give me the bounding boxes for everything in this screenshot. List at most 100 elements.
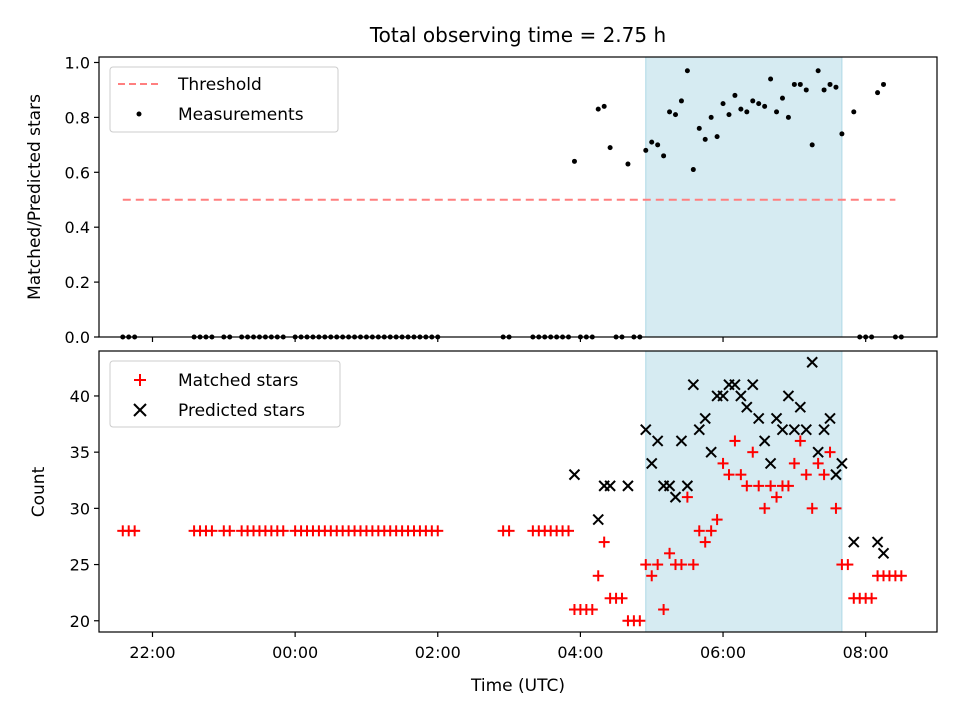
measurement-point <box>839 131 845 137</box>
measurement-point <box>827 81 833 87</box>
measurement-point <box>815 68 821 74</box>
matched-star-point <box>598 536 610 548</box>
matched-star-point <box>765 480 777 492</box>
measurement-point <box>768 76 774 82</box>
matched-star-point <box>693 525 705 537</box>
predicted-star-point <box>752 412 765 425</box>
y-tick-label: 0.2 <box>65 273 90 292</box>
measurement-point <box>661 153 667 159</box>
matched-star-point <box>681 491 693 503</box>
predicted-star-point <box>776 423 789 436</box>
measurement-point <box>756 101 762 107</box>
x-tick-label: 04:00 <box>557 643 603 662</box>
measurement-point <box>702 136 708 142</box>
matched-star-point <box>586 604 598 616</box>
highlight-span <box>645 56 843 338</box>
predicted-star-point <box>770 412 783 425</box>
predicted-star-point <box>806 356 818 368</box>
predicted-star-point <box>758 435 771 447</box>
legend-matched-swatch <box>134 374 146 386</box>
matched-star-point <box>634 615 646 627</box>
matched-star-point <box>705 525 717 537</box>
measurement-point <box>690 167 696 173</box>
matched-star-point <box>747 446 759 458</box>
predicted-star-point <box>669 491 682 503</box>
matched-star-point <box>842 559 854 571</box>
top-panel: 0.0 0.2 0.4 0.6 0.8 1.0 Matched/Predicted sta… <box>25 53 938 347</box>
predicted-star-point <box>687 379 700 391</box>
matched-star-point <box>771 491 783 503</box>
predicted-star-point <box>663 480 676 492</box>
matched-star-point <box>640 559 652 571</box>
predicted-star-point <box>764 457 777 470</box>
matched-star-point <box>723 469 735 481</box>
matched-star-point <box>895 570 907 582</box>
matched-star-point <box>675 559 687 571</box>
measurement-point <box>744 109 750 115</box>
predicted-star-point <box>592 513 604 526</box>
matched-star-point <box>788 457 800 469</box>
top-y-axis-label: Matched/Predicted stars <box>25 94 45 300</box>
predicted-star-point <box>812 446 824 458</box>
y-tick-label: 35 <box>70 443 90 462</box>
predicted-star-point <box>646 457 658 470</box>
matched-star-point <box>735 469 747 481</box>
y-tick-label: 20 <box>70 612 90 631</box>
chart-title: Total observing time = 2.75 h <box>369 23 666 47</box>
predicted-star-point <box>705 446 717 458</box>
matched-star-point <box>717 457 729 469</box>
predicted-star-point <box>717 390 729 402</box>
measurement-point <box>750 98 756 104</box>
bottom-y-axis-label: Count <box>29 466 49 517</box>
measurement-point <box>821 87 827 93</box>
predicted-star-point <box>622 480 634 492</box>
measurement-point <box>732 92 738 98</box>
measurement-point <box>809 142 815 148</box>
x-tick-label: 08:00 <box>843 643 889 662</box>
matched-star-point <box>658 604 670 616</box>
matched-star-point <box>824 446 836 458</box>
x-axis-label: Time (UTC) <box>470 676 565 696</box>
measurement-point <box>738 106 744 112</box>
y-tick-label: 0.6 <box>65 163 90 182</box>
measurement-point <box>607 145 613 151</box>
matched-star-point <box>503 525 515 537</box>
y-tick-label: 0.8 <box>65 108 90 127</box>
matched-star-point <box>206 525 218 537</box>
y-tick-label: 1.0 <box>65 53 90 72</box>
measurement-point <box>601 103 607 109</box>
predicted-star-point <box>877 547 890 560</box>
measurement-point <box>643 147 649 153</box>
legend-predicted-label: Predicted stars <box>178 401 305 421</box>
predicted-star-point <box>782 390 795 402</box>
measurement-point <box>649 139 655 145</box>
bottom-panel: 20 25 30 35 40 22:00 00:00 02:00 04:00 06:00 08:0… <box>29 350 938 696</box>
measurement-point <box>655 142 661 148</box>
y-tick-label: 30 <box>70 499 90 518</box>
top-legend-box <box>109 66 339 133</box>
predicted-star-point <box>788 423 801 436</box>
predicted-star-point <box>830 468 842 481</box>
matched-star-point <box>563 525 575 537</box>
bottom-legend-box <box>109 360 341 428</box>
top-legend: Threshold Measurements <box>109 66 339 133</box>
predicted-star-point <box>800 423 812 436</box>
measurement-point <box>833 84 839 90</box>
predicted-star-point <box>836 457 848 470</box>
predicted-star-point <box>640 423 652 436</box>
matched-star-point <box>711 514 723 526</box>
legend-matched-label: Matched stars <box>178 371 298 391</box>
top-y-ticks: 0.0 0.2 0.4 0.6 0.8 1.0 <box>65 53 99 347</box>
measurement-point <box>667 109 673 115</box>
matched-star-point <box>812 457 824 469</box>
predicted-star-point <box>741 401 753 413</box>
predicted-star-point <box>848 536 860 548</box>
bottom-axes-frame <box>98 350 938 633</box>
matched-star-point <box>129 525 141 537</box>
measurement-point <box>684 68 690 74</box>
measurement-point <box>714 134 720 140</box>
predicted-star-point <box>604 480 616 492</box>
predicted-star-point <box>747 379 759 391</box>
matched-star-point <box>729 435 741 447</box>
